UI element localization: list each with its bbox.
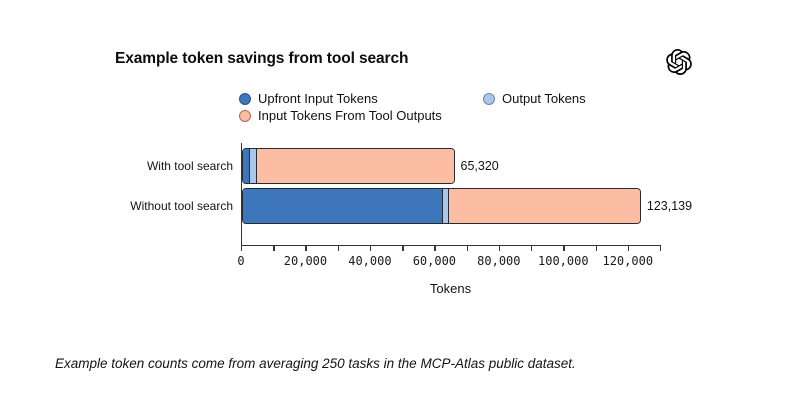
x-tick-label: 20,000	[283, 254, 328, 268]
bar-segment-input-tokens-from-tool-outputs	[447, 189, 640, 223]
x-tick	[369, 245, 372, 251]
legend-marker-output-tokens-icon	[483, 92, 495, 105]
x-tick-label: 80,000	[477, 254, 521, 268]
x-tick	[402, 245, 404, 251]
legend: Upfront Input Tokens Output Tokens Input…	[239, 91, 586, 123]
bar-value-label: 65,320	[460, 159, 499, 173]
x-tick-label: 100,000	[538, 254, 589, 268]
x-tick-label: 40,000	[348, 254, 392, 268]
legend-label-upfront-input-tokens: Upfront Input Tokens	[258, 91, 378, 106]
x-axis-line	[241, 245, 661, 247]
category-label: With tool search	[146, 159, 233, 173]
legend-item-output-tokens: Output Tokens	[483, 91, 586, 106]
footnote: Example token counts come from averaging…	[55, 356, 576, 371]
x-tick	[563, 245, 565, 251]
x-tick	[531, 245, 533, 251]
bar-without-tool-search	[242, 188, 641, 224]
x-tick-label: 0	[237, 254, 245, 268]
openai-logo-icon	[666, 49, 692, 76]
bar-segment-output-tokens	[441, 189, 448, 223]
bar-segment-upfront-input-tokens	[243, 189, 442, 223]
y-axis-line	[241, 143, 243, 245]
category-label: Without tool search	[130, 199, 233, 213]
legend-label-input-tokens-from-tool-outputs: Input Tokens From Tool Outputs	[258, 108, 442, 123]
bar-segment-output-tokens	[249, 149, 257, 183]
legend-item-upfront-input-tokens: Upfront Input Tokens	[239, 91, 483, 106]
bar-segment-upfront-input-tokens	[243, 149, 250, 183]
bar-segment-input-tokens-from-tool-outputs	[256, 149, 454, 183]
legend-label-output-tokens: Output Tokens	[502, 91, 586, 106]
x-tick	[466, 245, 468, 251]
x-tick	[337, 245, 340, 251]
legend-item-input-tokens-from-tool-outputs: Input Tokens From Tool Outputs	[239, 108, 483, 123]
x-tick	[305, 245, 307, 251]
bar-with-tool-search	[242, 148, 455, 184]
bar-value-label: 123,139	[646, 199, 693, 213]
x-tick-label: 60,000	[412, 254, 457, 268]
x-tick	[627, 245, 630, 251]
x-tick	[595, 245, 597, 251]
x-tick	[273, 245, 275, 251]
x-axis-title: Tokens	[429, 281, 472, 296]
chart-title: Example token savings from tool search	[115, 50, 409, 67]
legend-marker-input-tokens-from-tool-outputs-icon	[239, 109, 251, 122]
x-tick	[660, 245, 662, 251]
x-tick	[498, 245, 501, 251]
x-tick	[434, 245, 436, 251]
x-tick-label: 120,000	[602, 254, 654, 268]
legend-marker-upfront-input-tokens-icon	[239, 92, 251, 105]
x-tick	[241, 245, 243, 251]
